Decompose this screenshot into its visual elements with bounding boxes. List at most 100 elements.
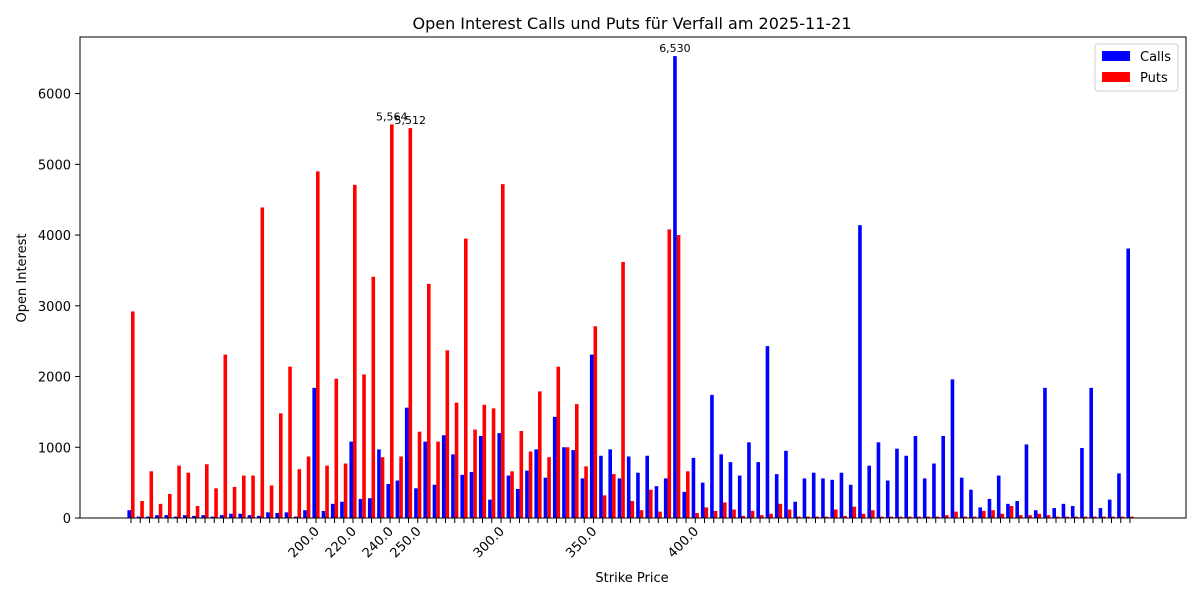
y-tick-label: 4000 xyxy=(38,229,71,244)
puts-bar xyxy=(242,475,246,518)
calls-bar xyxy=(784,450,788,518)
puts-bar xyxy=(778,503,783,518)
calls-bar xyxy=(876,442,881,518)
calls-bar xyxy=(904,455,908,518)
calls-bar xyxy=(1080,447,1084,518)
calls-bar xyxy=(441,435,446,518)
puts-bar xyxy=(769,513,773,518)
calls-bar xyxy=(969,489,973,518)
puts-bar xyxy=(371,276,376,518)
calls-bar xyxy=(978,507,982,518)
calls-bar xyxy=(1117,473,1121,518)
puts-bar xyxy=(935,516,940,518)
calls-bar xyxy=(303,510,307,518)
puts-bar xyxy=(445,350,450,518)
calls-bar xyxy=(562,447,566,518)
y-tick-label: 3000 xyxy=(38,300,71,315)
puts-bar xyxy=(686,471,690,518)
puts-bar xyxy=(482,404,487,518)
calls-bar xyxy=(423,441,427,518)
y-axis-title: Open Interest xyxy=(15,234,30,323)
calls-bar xyxy=(996,475,1001,518)
calls-bar xyxy=(478,435,483,518)
calls-bar xyxy=(432,484,437,518)
puts-bar xyxy=(454,402,459,518)
calls-bar xyxy=(1061,503,1066,518)
calls-bar xyxy=(266,512,270,518)
puts-bar xyxy=(575,404,579,518)
calls-bar xyxy=(404,407,409,518)
puts-bar xyxy=(945,515,949,518)
puts-bar xyxy=(1000,513,1005,518)
calls-bar xyxy=(469,472,474,518)
puts-bar xyxy=(1056,516,1060,518)
calls-bar xyxy=(182,515,187,518)
calls-bars xyxy=(127,56,1130,519)
puts-bar xyxy=(1130,516,1134,518)
puts-bar xyxy=(556,366,561,518)
puts-bar xyxy=(861,513,866,518)
puts-bar xyxy=(168,493,172,518)
puts-bar xyxy=(584,466,588,518)
calls-bar xyxy=(589,354,594,518)
puts-bar xyxy=(279,413,283,518)
calls-bar xyxy=(821,478,825,518)
calls-bar xyxy=(663,478,668,518)
puts-bar xyxy=(639,510,644,518)
puts-bar xyxy=(843,515,847,518)
puts-bar xyxy=(880,516,884,518)
calls-bar xyxy=(737,475,742,518)
puts-bar xyxy=(676,235,681,518)
bar-value-annotation: 5,564 xyxy=(376,110,408,123)
calls-bar xyxy=(913,435,918,518)
calls-bar xyxy=(312,387,316,518)
puts-bar xyxy=(362,374,366,518)
puts-bar xyxy=(316,171,320,518)
calls-bar xyxy=(932,463,936,518)
calls-bar xyxy=(275,513,279,518)
calls-bar xyxy=(155,515,159,518)
calls-bar xyxy=(922,478,927,518)
calls-bar xyxy=(617,478,622,518)
legend-calls-label: Calls xyxy=(1140,50,1171,65)
puts-bar xyxy=(704,507,709,518)
puts-bar xyxy=(908,516,912,518)
puts-bar xyxy=(158,503,163,518)
puts-bar xyxy=(732,509,736,518)
puts-bar xyxy=(195,505,200,518)
puts-bar xyxy=(852,506,857,518)
puts-bar xyxy=(501,184,505,518)
calls-bar xyxy=(719,454,723,518)
calls-bar xyxy=(201,515,205,518)
puts-bar xyxy=(1111,516,1116,518)
calls-bar xyxy=(1089,387,1093,518)
puts-bar xyxy=(1037,513,1042,518)
puts-bar xyxy=(149,471,154,518)
puts-bar xyxy=(741,515,746,518)
calls-bar xyxy=(848,484,853,518)
calls-bar xyxy=(173,516,178,518)
calls-bar xyxy=(1107,499,1112,518)
puts-bar xyxy=(408,128,413,519)
calls-bar xyxy=(229,513,233,518)
puts-bar xyxy=(269,485,274,518)
puts-bar xyxy=(1019,515,1023,518)
puts-bar xyxy=(343,463,348,518)
calls-bar xyxy=(219,515,224,518)
puts-bar xyxy=(1009,505,1014,518)
calls-bar xyxy=(238,513,242,518)
puts-bar xyxy=(658,511,662,518)
calls-bar xyxy=(386,484,390,518)
calls-bar xyxy=(830,479,834,518)
puts-bar xyxy=(695,513,699,518)
puts-bar xyxy=(1093,516,1097,518)
y-tick-label: 5000 xyxy=(38,158,71,173)
puts-bar xyxy=(399,456,403,518)
puts-bar xyxy=(140,501,144,518)
puts-bar xyxy=(1028,515,1032,518)
calls-bar xyxy=(488,499,492,518)
puts-bar xyxy=(898,516,903,518)
puts-bar xyxy=(325,465,329,518)
